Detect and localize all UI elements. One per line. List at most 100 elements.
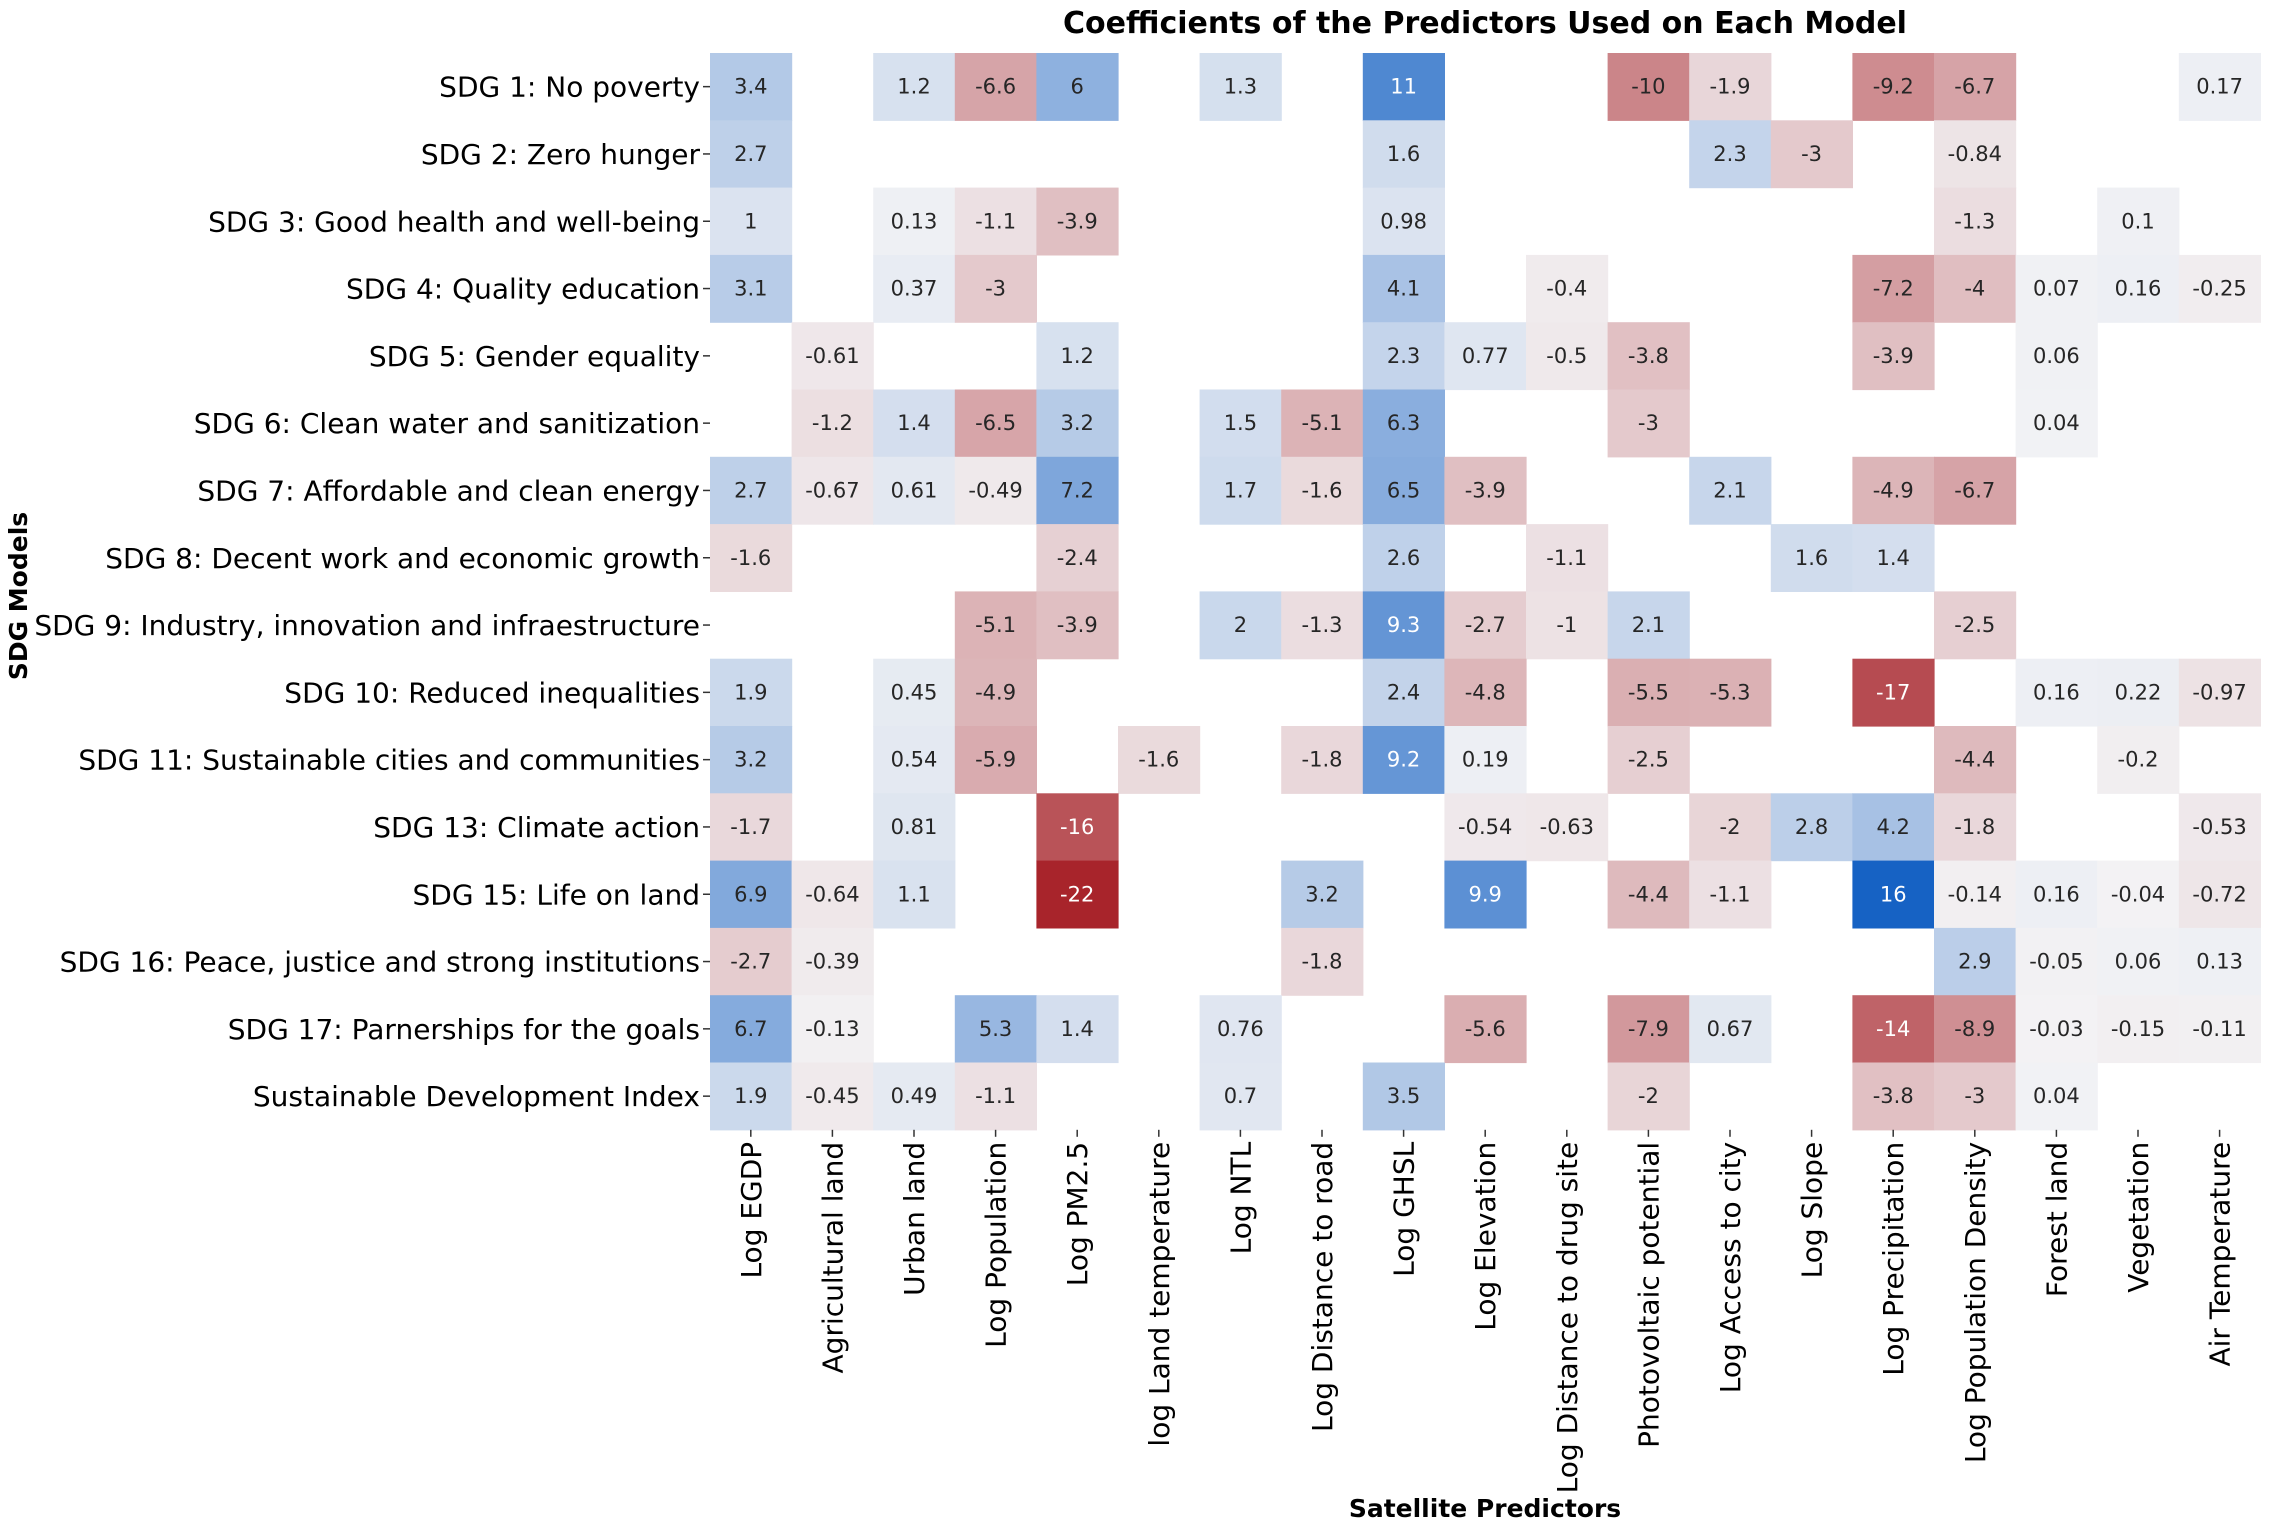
cell-value-label: -5.6 xyxy=(1465,1017,1506,1041)
cell-value-label: -1.3 xyxy=(1302,613,1343,637)
cell-value-label: -1.1 xyxy=(975,1084,1016,1108)
chart-title: Coefficients of the Predictors Used on E… xyxy=(1063,6,1907,41)
cell-value-label: -2.5 xyxy=(1954,613,1995,637)
cell-value-label: 1.9 xyxy=(734,680,767,704)
cell-value-label: 2.8 xyxy=(1795,815,1828,839)
cell-value-label: -1.2 xyxy=(812,411,853,435)
y-tick-label: SDG 16: Peace, justice and strong instit… xyxy=(60,946,700,979)
y-tick-label: SDG 10: Reduced inequalities xyxy=(284,676,700,709)
y-tick-label: SDG 2: Zero hunger xyxy=(421,138,701,171)
cell-value-label: 2 xyxy=(1234,613,1247,637)
cell-value-label: -0.45 xyxy=(805,1084,859,1108)
cell-value-label: -2.5 xyxy=(1628,748,1669,772)
y-tick-label: SDG 9: Industry, innovation and infraest… xyxy=(34,609,700,642)
cell-value-label: -3 xyxy=(985,277,1006,301)
cell-value-label: 6.9 xyxy=(734,882,767,906)
cell-value-label: -0.11 xyxy=(2192,1017,2246,1041)
cell-value-label: -0.5 xyxy=(1546,344,1587,368)
y-tick-label: SDG 4: Quality education xyxy=(346,273,700,306)
cell-value-label: 0.61 xyxy=(891,478,938,502)
cell-value-label: -4.9 xyxy=(1873,478,1914,502)
y-tick-label: SDG 13: Climate action xyxy=(373,811,700,844)
x-tick-label: Air Temperature xyxy=(2204,1142,2237,1367)
x-tick-label: Log Population xyxy=(980,1142,1013,1348)
cell-value-label: -1.1 xyxy=(1546,546,1587,570)
x-tick-label: Log Population Density xyxy=(1959,1142,1992,1463)
cell-value-label: 4.1 xyxy=(1387,277,1420,301)
x-tick-label: Forest land xyxy=(2040,1142,2073,1297)
cell-value-label: -0.84 xyxy=(1948,142,2002,166)
cell-value-label: -1.7 xyxy=(730,815,771,839)
cell-value-label: -0.63 xyxy=(1540,815,1594,839)
cell-value-label: -22 xyxy=(1060,882,1094,906)
cell-value-label: -3 xyxy=(1801,142,1822,166)
heatmap-cells: 3.4 1.2 -6.6 6 1.3 11 -10 -1.9 -9.2 -6.7 0.172.7 1.… xyxy=(710,53,2261,1130)
x-tick-label: Photovoltaic potential xyxy=(1632,1142,1665,1448)
cell-value-label: -0.72 xyxy=(2192,882,2246,906)
cell-value-label: -1.1 xyxy=(1710,882,1751,906)
cell-value-label: -4.4 xyxy=(1628,882,1669,906)
x-tick-label: Log GHSL xyxy=(1388,1141,1421,1276)
x-tick-label: Log PM2.5 xyxy=(1061,1142,1094,1286)
cell-value-label: -3.9 xyxy=(1057,613,1098,637)
cell-value-label: -0.39 xyxy=(805,950,859,974)
y-tick-label: SDG 1: No poverty xyxy=(439,71,700,104)
cell-value-label: -4.8 xyxy=(1465,680,1506,704)
cell-value-label: -3.9 xyxy=(1873,344,1914,368)
row-labels: SDG 1: No povertySDG 2: Zero hungerSDG 3… xyxy=(34,71,710,1114)
cell-value-label: 0.81 xyxy=(891,815,938,839)
cell-value-label: -1.1 xyxy=(975,209,1016,233)
cell-value-label: 0.06 xyxy=(2115,950,2162,974)
cell-value-label: -0.13 xyxy=(805,1017,859,1041)
cell-value-label: 5.3 xyxy=(979,1017,1012,1041)
cell-value-label: 11 xyxy=(1390,75,1417,99)
x-tick-label: Log Precipitation xyxy=(1877,1142,1910,1376)
cell-value-label: 2.3 xyxy=(1387,344,1420,368)
cell-value-label: 4.2 xyxy=(1876,815,1909,839)
cell-value-label: -10 xyxy=(1631,75,1665,99)
cell-value-label: 0.07 xyxy=(2033,277,2080,301)
cell-value-label: -3.8 xyxy=(1873,1084,1914,1108)
cell-value-label: 0.13 xyxy=(891,209,938,233)
cell-value-label: 9.2 xyxy=(1387,748,1420,772)
cell-value-label: -5.3 xyxy=(1710,680,1751,704)
cell-value-label: 6.5 xyxy=(1387,478,1420,502)
cell-value-label: 6.3 xyxy=(1387,411,1420,435)
x-tick-label: Log Slope xyxy=(1796,1142,1829,1279)
cell-value-label: -0.25 xyxy=(2192,277,2246,301)
cell-value-label: -2 xyxy=(1638,1084,1659,1108)
cell-value-label: -7.2 xyxy=(1873,277,1914,301)
cell-value-label: -0.67 xyxy=(805,478,859,502)
cell-value-label: 2.1 xyxy=(1632,613,1665,637)
cell-value-label: 0.06 xyxy=(2033,344,2080,368)
cell-value-label: 1 xyxy=(744,209,757,233)
cell-value-label: -5.1 xyxy=(1302,411,1343,435)
cell-value-label: -0.54 xyxy=(1458,815,1512,839)
cell-value-label: 0.76 xyxy=(1217,1017,1264,1041)
cell-value-label: -2 xyxy=(1720,815,1741,839)
x-tick-label: Agricultural land xyxy=(816,1142,849,1374)
cell-value-label: 0.16 xyxy=(2033,882,2080,906)
cell-value-label: 0.49 xyxy=(891,1084,938,1108)
cell-value-label: -0.05 xyxy=(2029,950,2083,974)
cell-value-label: -1.8 xyxy=(1302,748,1343,772)
cell-value-label: 3.4 xyxy=(734,75,767,99)
y-tick-label: SDG 17: Parnerships for the goals xyxy=(228,1013,700,1046)
cell-value-label: -0.15 xyxy=(2111,1017,2165,1041)
cell-value-label: -14 xyxy=(1876,1017,1910,1041)
cell-value-label: -4.9 xyxy=(975,680,1016,704)
cell-value-label: 2.4 xyxy=(1387,680,1420,704)
y-tick-label: SDG 8: Decent work and economic growth xyxy=(105,542,700,575)
cell-value-label: 2.1 xyxy=(1713,478,1746,502)
cell-value-label: 1.4 xyxy=(1876,546,1909,570)
x-tick-label: Log Access to city xyxy=(1714,1142,1747,1393)
cell-value-label: -5.9 xyxy=(975,748,1016,772)
cell-value-label: 9.9 xyxy=(1468,882,1501,906)
cell-value-label: 6 xyxy=(1071,75,1084,99)
x-tick-label: Urban land xyxy=(898,1142,931,1296)
cell-value-label: 9.3 xyxy=(1387,613,1420,637)
cell-value-label: -1 xyxy=(1556,613,1577,637)
cell-value-label: 1.1 xyxy=(897,882,930,906)
cell-value-label: 0.54 xyxy=(891,748,938,772)
cell-value-label: -6.6 xyxy=(975,75,1016,99)
